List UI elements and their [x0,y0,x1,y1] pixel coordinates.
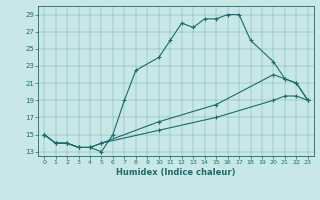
X-axis label: Humidex (Indice chaleur): Humidex (Indice chaleur) [116,168,236,177]
